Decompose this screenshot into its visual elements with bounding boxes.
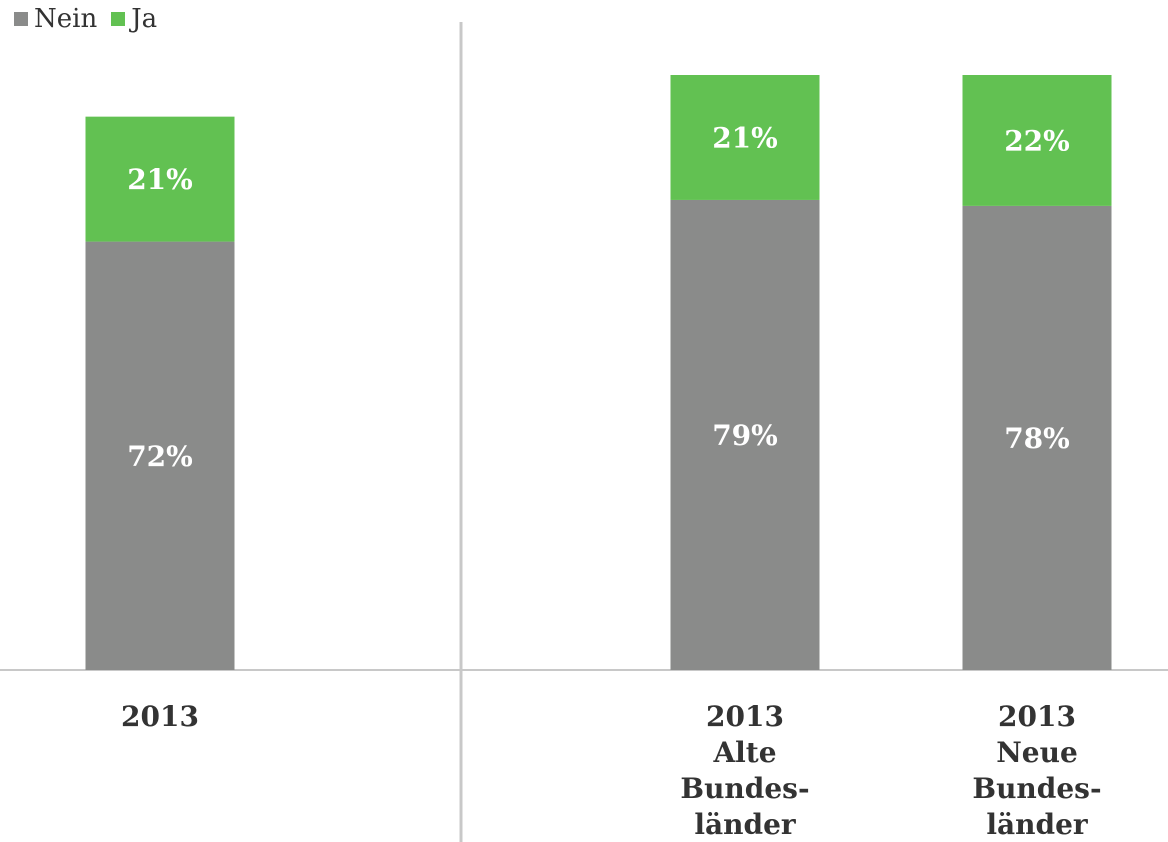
legend-label-nein: Nein <box>34 4 98 34</box>
bar-ja-panel2-cat1 <box>670 75 820 200</box>
chart-legend: Nein Ja <box>14 4 171 34</box>
legend-label-ja: Ja <box>131 4 158 34</box>
data-label-ja-panel2-cat1: 21% <box>712 121 778 154</box>
x-tick-label-panel2-cat1-line3: Bundes- <box>680 772 809 805</box>
x-tick-label-panel2-cat1-line4: länder <box>694 808 797 841</box>
bar-nein-panel2-cat1 <box>670 199 820 670</box>
bar-nein-panel2-cat2 <box>962 205 1112 670</box>
x-tick-label-panel2-cat2-line2: Neue <box>996 736 1078 769</box>
x-tick-label-panel2-cat2-line3: Bundes- <box>972 772 1101 805</box>
data-label-nein-panel2-cat2: 78% <box>1004 422 1070 455</box>
x-tick-label-panel1-cat1-line1: 2013 <box>121 700 199 733</box>
legend-swatch-nein <box>14 12 28 26</box>
legend-swatch-ja <box>111 12 126 26</box>
bar-ja-panel2-cat2 <box>962 75 1112 206</box>
data-label-nein-panel1-cat1: 72% <box>127 440 193 473</box>
data-label-ja-panel2-cat2: 22% <box>1004 124 1070 157</box>
bar-ja-panel1-cat1 <box>85 116 235 242</box>
x-tick-label-panel2-cat2-line4: länder <box>986 808 1089 841</box>
x-tick-label-panel2-cat1-line1: 2013 <box>706 700 784 733</box>
x-tick-label-panel2-cat2-line1: 2013 <box>998 700 1076 733</box>
bar-nein-panel1-cat1 <box>85 241 235 670</box>
x-tick-label-panel2-cat1-line2: Alte <box>712 736 776 769</box>
data-label-ja-panel1-cat1: 21% <box>127 163 193 196</box>
legend-item-ja: Ja <box>111 4 157 34</box>
legend-item-nein: Nein <box>14 4 97 34</box>
data-label-nein-panel2-cat1: 79% <box>712 419 778 452</box>
